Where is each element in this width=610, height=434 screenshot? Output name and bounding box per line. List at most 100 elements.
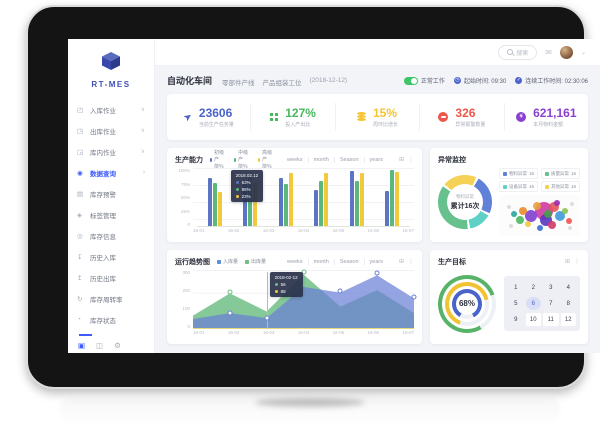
sidebar-item-label: 历史入库 — [90, 254, 116, 262]
calendar-month-2[interactable]: 2 — [531, 284, 535, 291]
chevron-icon: › — [143, 169, 145, 176]
calendar-month-9[interactable]: 9 — [514, 316, 518, 323]
sidebar-item-history-in[interactable]: ↧ 历史入库 — [68, 246, 154, 267]
x-tick: 16-07 — [402, 330, 414, 335]
toggle-switch[interactable] — [403, 76, 418, 85]
sidebar-item-stock-status[interactable]: ◔ 库存状态 — [68, 309, 154, 330]
bubble — [509, 223, 514, 228]
legend-swatch — [503, 171, 507, 176]
donut-legend-item: 物料异常 16 — [499, 168, 538, 179]
topbar: 搜索 ✉ ⌄ — [155, 39, 600, 66]
donut-chart: 物料异常 累计16次 物料异常 16 质量异常 16 设备异常 16 其他异常 16 — [438, 168, 580, 236]
settings-icon[interactable]: ⚙ — [114, 341, 121, 350]
range-tab-weeks[interactable]: weeks — [282, 156, 309, 163]
paper-plane-icon: ➤ — [181, 110, 195, 124]
more-icon[interactable]: ⋮ — [574, 259, 580, 265]
calendar-month-5[interactable]: 5 — [514, 300, 518, 307]
search-label: 搜索 — [516, 50, 529, 57]
notification-icon[interactable]: ✉ — [545, 47, 552, 57]
chevron-icon: ∨ — [140, 128, 145, 134]
data-point — [227, 310, 233, 316]
data-point — [264, 315, 270, 321]
monitor-icon[interactable]: ▣ — [78, 341, 86, 350]
tooltip-row: 88 — [274, 289, 298, 294]
calendar-month-1[interactable]: 1 — [514, 284, 518, 291]
more-icon[interactable]: ⋮ — [408, 259, 414, 265]
sidebar-item-history-out[interactable]: ↥ 历史出库 — [68, 267, 154, 288]
x-axis-line — [193, 328, 414, 329]
workshop-tab-2[interactable]: 产品组装工位 — [262, 79, 302, 87]
legend-item: 入库量 — [217, 258, 238, 265]
workshop-tab-1[interactable]: 零部件产线 — [222, 79, 255, 87]
dashboard-screen: RT-MES ◰ 入库作业 ∨ ◳ 出库作业 ∨ ◲ 库内作业 ∨ ◉ 数据查询 › ▤ 库存预警 ◈ 标签管… — [68, 39, 600, 353]
legend-label: 其他异常 — [551, 183, 569, 189]
page-header: 自动化车间 零部件产线 产品组装工位 (2018-12-12) 正常工作 ◷ 起始时间… — [167, 73, 588, 88]
sidebar-item-stock-alert[interactable]: ▤ 库存预警 — [68, 183, 154, 204]
capacity-legend: 初级产能% 中级产能% 高级产能% — [210, 149, 275, 170]
calendar-month-3[interactable]: 3 — [549, 284, 553, 291]
bar — [283, 184, 288, 226]
bar — [212, 182, 217, 226]
label-manage-icon: ◈ — [77, 211, 82, 219]
range-tab-years[interactable]: years — [369, 258, 383, 265]
calendar-month-12[interactable]: 12 — [560, 313, 576, 326]
stats-card: ➤ 23606 当前生产任务量 127% 投入产出比 15% 周环比增长 326 异常报警数量 ¥… — [167, 94, 588, 140]
sidebar-item-outbound[interactable]: ◳ 出库作业 ∨ — [68, 120, 154, 141]
sidebar-item-turnover[interactable]: ↻ 库存周转率 — [68, 288, 154, 309]
panel-head: 生产目标 ⊞ ⋮ — [438, 256, 580, 267]
legend-label: 中级产能% — [238, 150, 249, 170]
shield-check-icon: ✓ — [515, 77, 523, 84]
range-tab-weeks[interactable]: weeks — [282, 258, 309, 265]
sidebar-item-data-query[interactable]: ◉ 数据查询 › — [68, 162, 154, 183]
tooltip-swatch — [274, 283, 278, 286]
legend-swatch — [217, 259, 221, 264]
panel-head: 生产能力 初级产能% 中级产能% 高级产能% weeks month Season yea… — [175, 150, 414, 170]
range-tab-years[interactable]: years — [369, 156, 383, 163]
calendar-month-8[interactable]: 8 — [566, 300, 570, 307]
month-calendar: 1 2 3 4 5 6 7 8 9 10 11 12 — [504, 276, 580, 331]
panel-icons: ⊞ ⋮ — [565, 258, 580, 265]
tooltip-swatch — [235, 188, 239, 191]
range-tab-month[interactable]: month — [309, 258, 335, 265]
bar-groups — [197, 168, 410, 227]
y-tick: 100 — [182, 306, 190, 311]
stat-text: 621,161 本月物料金额 — [533, 107, 576, 128]
range-tab-season[interactable]: Season — [335, 258, 365, 265]
range-tab-month[interactable]: month — [309, 156, 335, 163]
app-logo: RT-MES — [68, 39, 154, 95]
calendar-month-7[interactable]: 7 — [549, 300, 553, 307]
stat-paper-plane: ➤ 23606 当前生产任务量 — [167, 103, 252, 131]
sidebar-item-inbound[interactable]: ◰ 入库作业 ∨ — [68, 99, 154, 120]
sidebar-item-inhouse[interactable]: ◲ 库内作业 ∨ — [68, 141, 154, 162]
stat-coins: 15% 周环比增长 — [336, 103, 421, 131]
yen-circle-icon: ¥ — [516, 112, 527, 122]
calendar-month-6[interactable]: 6 — [525, 297, 541, 310]
avatar[interactable] — [559, 45, 573, 59]
content: 自动化车间 零部件产线 产品组装工位 (2018-12-12) 正常工作 ◷ 起始时间… — [155, 66, 600, 353]
sidebar-item-stock-info[interactable]: ◎ 库存信息 — [68, 225, 154, 246]
chevron-down-icon[interactable]: ⌄ — [580, 49, 586, 56]
tooltip-guide-line — [266, 272, 268, 328]
data-point — [227, 289, 233, 295]
more-icon[interactable]: ⋮ — [408, 157, 414, 163]
search-input[interactable]: 搜索 — [498, 44, 538, 60]
stock-info-icon: ◎ — [77, 232, 83, 240]
sidebar-item-label-manage[interactable]: ◈ 标签管理 — [68, 204, 154, 225]
stat-value: 127% — [285, 105, 316, 120]
area-tooltip: 2018-02-12 56 88 — [269, 272, 303, 297]
expand-icon[interactable]: ⊞ — [564, 259, 570, 265]
bubble — [554, 211, 565, 222]
tooltip-swatch — [235, 195, 239, 198]
calendar-month-4[interactable]: 4 — [566, 284, 570, 291]
y-tick: 0 — [187, 324, 190, 329]
bubble — [506, 205, 511, 210]
calendar-month-10[interactable]: 10 — [525, 313, 541, 326]
expand-icon[interactable]: ⊞ — [398, 259, 404, 265]
calendar-month-11[interactable]: 11 — [543, 313, 559, 326]
bar-group-16-04 — [314, 168, 329, 226]
panel-title: 生产能力 — [175, 156, 203, 164]
panel-production-target: 生产目标 ⊞ ⋮ 68% 1 2 3 4 5 6 7 8 9 10 11 12 — [430, 250, 588, 344]
apps-icon[interactable]: ◫ — [96, 341, 104, 350]
range-tab-season[interactable]: Season — [335, 156, 365, 163]
expand-icon[interactable]: ⊞ — [398, 157, 404, 163]
